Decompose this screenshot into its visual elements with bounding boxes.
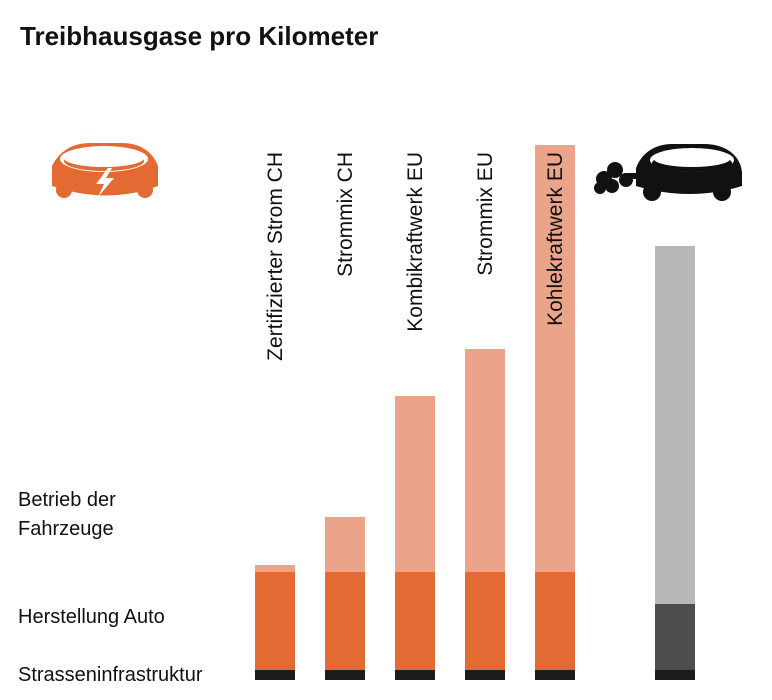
electric-car-icon (52, 143, 158, 198)
segment-label-3-line-1: Betrieb der (18, 489, 116, 511)
bar-segment-4-1 (465, 670, 505, 680)
bar-segment-6-2 (655, 604, 695, 670)
bar-segment-1-1 (255, 670, 295, 680)
segment-labels: Strasseninfrastruktur Herstellung Auto Bet… (18, 489, 203, 686)
segment-label-3-line-2: Fahrzeuge (18, 518, 114, 540)
segment-label-2: Herstellung Auto (18, 606, 165, 628)
bar-segment-6-1 (655, 670, 695, 680)
bar-segment-2-1 (325, 670, 365, 680)
bar-segment-3-1 (395, 670, 435, 680)
bar-label-4: Strommix EU (474, 152, 497, 276)
bar-segment-5-3 (535, 145, 575, 572)
bar-segment-6-3 (655, 246, 695, 604)
bar-segment-2-2 (325, 572, 365, 670)
bar-label-5: Kohlekraftwerk EU (544, 152, 567, 326)
bar-segment-3-3 (395, 396, 435, 572)
bar-segment-4-3 (465, 349, 505, 572)
bar-segment-4-2 (465, 572, 505, 670)
bar-segment-3-2 (395, 572, 435, 670)
bar-segment-5-2 (535, 572, 575, 670)
bar-label-2: Strommix CH (334, 152, 357, 277)
bar-segment-1-2 (255, 572, 295, 670)
bar-segment-5-1 (535, 670, 575, 680)
bar-labels: Zertifizierter Strom CH Strommix CH Kombik… (264, 152, 567, 361)
segment-label-1: Strasseninfrastruktur (18, 664, 203, 686)
bar-segment-1-3 (255, 565, 295, 572)
combustion-car-icon (594, 144, 742, 201)
bar-label-3: Kombikraftwerk EU (404, 152, 427, 332)
bar-segment-2-3 (325, 517, 365, 572)
bars (255, 145, 695, 680)
chart-title: Treibhausgase pro Kilometer (20, 21, 378, 51)
bar-label-1: Zertifizierter Strom CH (264, 152, 287, 361)
